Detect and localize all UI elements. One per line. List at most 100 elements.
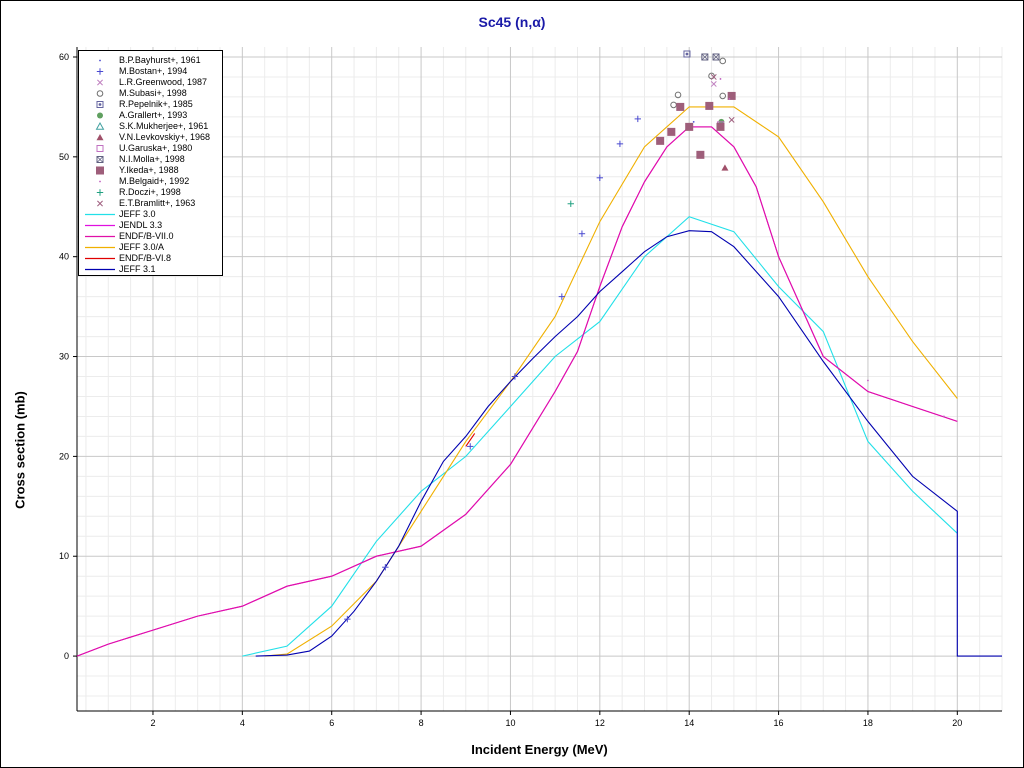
legend-item: JENDL 3.3	[79, 220, 224, 231]
data-point-m-belgaid-1992	[867, 379, 869, 382]
data-point-m-subasi-1998	[719, 92, 727, 100]
legend-symbol	[85, 213, 115, 216]
legend-label: S.K.Mukherjee+, 1961	[119, 121, 209, 131]
legend-symbol	[97, 79, 103, 86]
data-point-m-belgaid-1992	[943, 415, 945, 418]
legend-label: V.N.Levkovskiy+, 1968	[119, 132, 210, 142]
legend-label: B.P.Bayhurst+, 1961	[119, 55, 201, 65]
data-point-l-r-greenwood-1987	[710, 80, 717, 87]
legend-marker	[99, 180, 101, 183]
legend-marker	[96, 166, 104, 175]
chart-title: Sc45 (n,α)	[478, 14, 546, 30]
legend-label: N.I.Molla+, 1998	[119, 154, 185, 164]
data-point-n-i-molla-1998	[712, 53, 720, 61]
legend-item: N.I.Molla+, 1998	[79, 154, 224, 165]
data-point-y-ikeda-1988	[685, 122, 694, 131]
legend-label: JEFF 3.0/A	[119, 242, 165, 252]
legend-symbol	[96, 101, 104, 108]
legend-item: U.Garuska+, 1980	[79, 143, 224, 154]
legend-label: M.Belgaid+, 1992	[119, 176, 190, 186]
x-tick-label: 20	[952, 718, 962, 728]
y-tick-label: 50	[59, 152, 69, 162]
legend-label: M.Subasi+, 1998	[119, 88, 187, 98]
legend-marker	[96, 156, 104, 163]
x-tick-label: 2	[150, 718, 155, 728]
data-point-m-bostan-1994	[511, 373, 519, 380]
data-point-m-belgaid-1992	[719, 78, 722, 80]
data-point-y-ikeda-1988	[727, 91, 736, 100]
legend-symbol	[85, 224, 115, 227]
legend-label: R.Doczi+, 1998	[119, 187, 181, 197]
y-tick-label: 20	[59, 451, 69, 461]
x-tick-label: 6	[329, 718, 334, 728]
x-tick-label: 12	[595, 718, 605, 728]
legend-symbol	[96, 145, 104, 152]
y-tick-label: 60	[59, 52, 69, 62]
data-markers	[344, 50, 945, 623]
y-tick-label: 0	[64, 651, 69, 661]
x-tick-label: 4	[240, 718, 245, 728]
legend-marker	[95, 121, 105, 130]
legend-marker	[99, 59, 101, 62]
legend-symbol	[96, 90, 104, 97]
data-point-e-t-bramlitt-1963	[728, 116, 735, 123]
legend-marker	[97, 200, 103, 207]
legend-item: R.Pepelnik+, 1985	[79, 99, 224, 110]
legend-item: ENDF/B-VII.0	[79, 231, 224, 242]
legend-item: S.K.Mukherjee+, 1961	[79, 121, 224, 132]
legend-marker	[97, 112, 103, 119]
legend-symbol	[96, 134, 104, 141]
legend-item: E.T.Bramlitt+, 1963	[79, 198, 224, 209]
legend-label: A.Grallert+, 1993	[119, 110, 188, 120]
legend-marker	[96, 145, 104, 152]
data-point-n-i-molla-1998	[701, 53, 709, 61]
legend-label: ENDF/B-VI.8	[119, 253, 172, 263]
data-point-y-ikeda-1988	[656, 136, 665, 145]
legend-label: ENDF/B-VII.0	[119, 231, 174, 241]
legend-symbol	[96, 189, 104, 196]
legend-symbol	[85, 257, 115, 260]
legend-label: JEFF 3.0	[119, 209, 156, 219]
legend-symbol	[99, 59, 101, 62]
legend: B.P.Bayhurst+, 1961 M.Bostan+, 1994 L.R.Gr…	[78, 50, 223, 276]
data-point-m-bostan-1994	[558, 293, 566, 300]
x-tick-label: 16	[774, 718, 784, 728]
legend-label: JEFF 3.1	[119, 264, 156, 274]
legend-item: JEFF 3.1	[79, 264, 224, 275]
legend-marker	[96, 134, 104, 141]
y-tick-label: 10	[59, 551, 69, 561]
legend-symbol	[97, 200, 103, 207]
data-point-y-ikeda-1988	[667, 127, 676, 136]
data-point-m-subasi-1998	[719, 57, 727, 65]
legend-item: M.Bostan+, 1994	[79, 66, 224, 77]
legend-symbol	[95, 121, 105, 130]
legend-symbol	[85, 268, 115, 271]
data-point-m-bostan-1994	[467, 443, 474, 450]
legend-item: R.Doczi+, 1998	[79, 187, 224, 198]
data-point-y-ikeda-1988	[676, 102, 685, 111]
legend-label: R.Pepelnik+, 1985	[119, 99, 193, 109]
legend-marker	[96, 101, 104, 108]
x-tick-label: 10	[505, 718, 515, 728]
data-point-m-bostan-1994	[634, 115, 642, 123]
data-point-m-bostan-1994	[616, 140, 624, 148]
x-axis-label: Incident Energy (MeV)	[471, 742, 608, 757]
legend-symbol	[96, 166, 104, 175]
series-lines	[76, 106, 1002, 657]
data-point-e-t-bramlitt-1963	[710, 74, 717, 80]
axes: 2 4 6 8 10 12 14 16 18 20 0 10 20 30 40 50 60	[59, 47, 1002, 728]
x-tick-label: 14	[684, 718, 694, 728]
legend-marker	[96, 189, 104, 196]
legend-symbol	[96, 68, 104, 75]
y-tick-label: 30	[59, 352, 69, 362]
data-point-m-bostan-1994	[382, 564, 389, 571]
series-line-jeff-3-1	[255, 230, 1002, 657]
legend-symbol	[85, 246, 115, 249]
data-point-m-belgaid-1992	[728, 98, 731, 100]
data-point-y-ikeda-1988	[705, 101, 714, 110]
legend-item: M.Subasi+, 1998	[79, 88, 224, 99]
plot-area	[77, 47, 1002, 711]
x-tick-label: 18	[863, 718, 873, 728]
data-point-m-bostan-1994	[596, 174, 604, 182]
